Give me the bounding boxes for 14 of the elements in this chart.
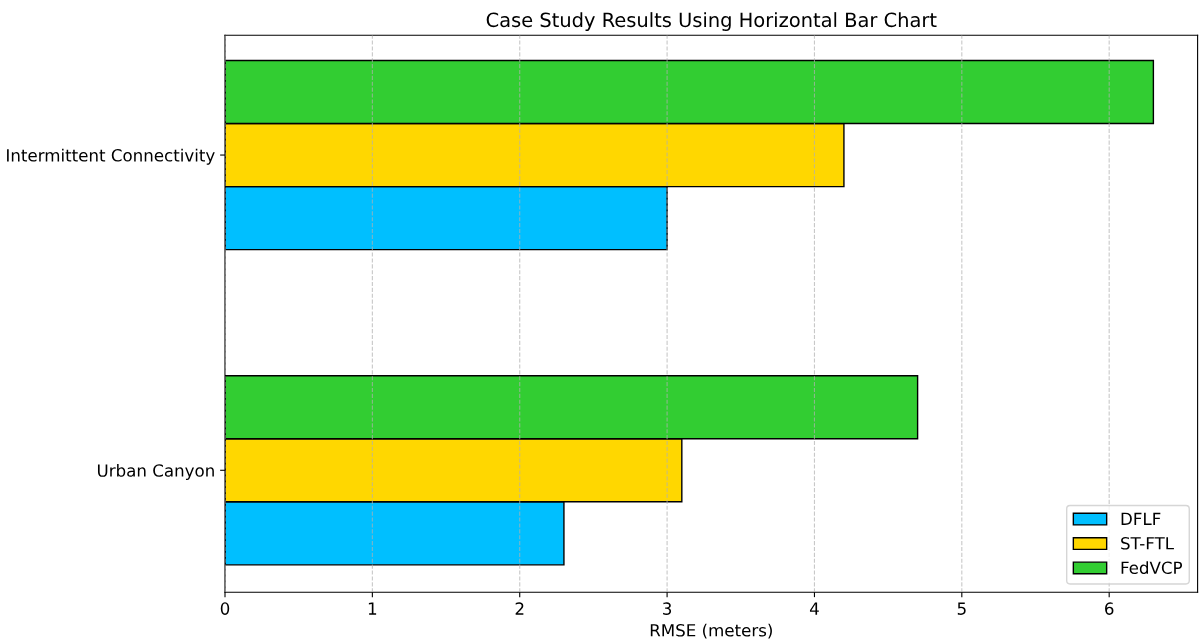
legend-label: DFLF <box>1121 512 1161 525</box>
legend-label: FedVCP <box>1121 561 1183 575</box>
chart-title: Case Study Results Using Horizontal Bar Chart <box>486 12 937 31</box>
x-tick-label: 2 <box>515 602 524 615</box>
y-tick-label: Urban Canyon <box>97 463 214 481</box>
x-axis-title: RMSE (meters) <box>650 623 772 639</box>
x-tick-label: 1 <box>368 602 377 615</box>
x-tick-label: 0 <box>220 602 230 615</box>
x-tick-label: 5 <box>957 602 966 615</box>
y-tick-label: Intermittent Connectivity <box>7 148 215 165</box>
x-tick-label: 3 <box>663 602 672 615</box>
x-tick-label: 4 <box>809 602 819 615</box>
legend-label: ST-FTL <box>1121 536 1174 550</box>
x-tick-label: 6 <box>1105 602 1114 615</box>
